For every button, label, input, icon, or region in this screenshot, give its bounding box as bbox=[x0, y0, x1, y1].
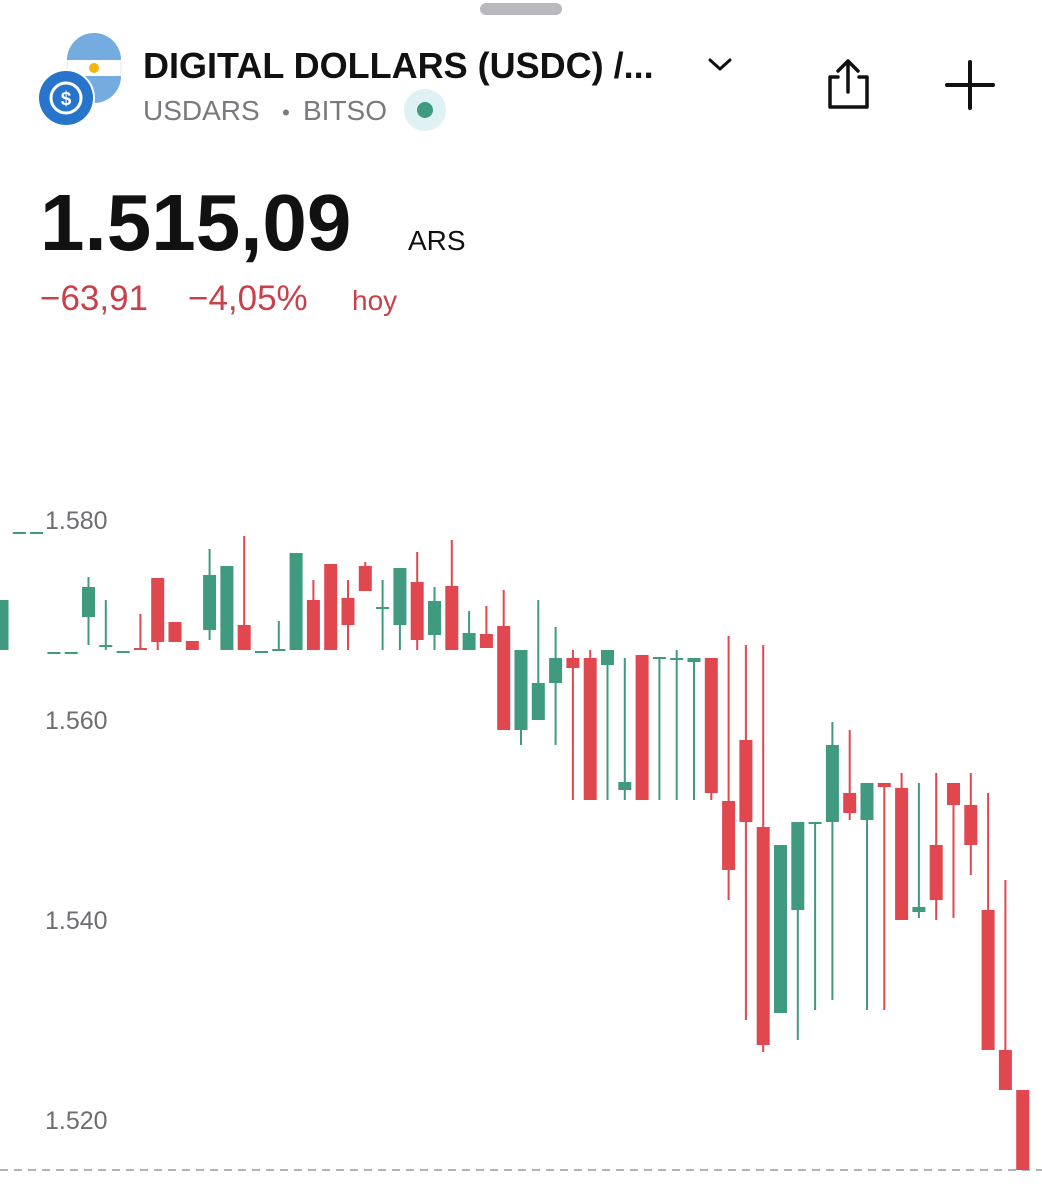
y-tick-label: 1.520 bbox=[45, 1107, 108, 1135]
candle-body bbox=[929, 845, 943, 900]
candle-body bbox=[479, 634, 493, 648]
drag-handle[interactable] bbox=[480, 3, 562, 15]
candle-body bbox=[981, 910, 995, 1050]
y-tick-label: 1.580 bbox=[45, 507, 108, 535]
candle-body bbox=[1016, 1090, 1030, 1170]
candle-body bbox=[756, 827, 770, 1045]
candle-body bbox=[652, 657, 666, 659]
candle-body bbox=[722, 801, 736, 870]
candle-body bbox=[255, 651, 268, 653]
candle-body bbox=[791, 822, 805, 910]
candle-body bbox=[151, 578, 165, 642]
asset-icon: $ bbox=[37, 33, 122, 127]
asset-title[interactable]: DIGITAL DOLLARS (USDC) /... bbox=[143, 45, 654, 86]
price: 1.515,09 bbox=[40, 178, 351, 267]
candle-body bbox=[704, 658, 718, 793]
candle-body bbox=[289, 553, 303, 650]
candle-body bbox=[635, 655, 649, 800]
candlestick-chart: 1.580 1.560 1.540 1.520 bbox=[0, 507, 1042, 1171]
candle-body bbox=[220, 566, 234, 650]
dropdown-chevron[interactable] bbox=[708, 58, 732, 71]
candle-body bbox=[99, 645, 113, 647]
candle-body bbox=[47, 652, 61, 654]
candle-body bbox=[82, 587, 95, 617]
candle-body bbox=[272, 649, 286, 651]
y-tick-label: 1.560 bbox=[45, 707, 108, 735]
candle-body bbox=[324, 564, 338, 650]
candle-body bbox=[843, 793, 857, 813]
candle-body bbox=[133, 648, 147, 650]
candle-body bbox=[601, 650, 614, 665]
candle-body bbox=[877, 783, 891, 787]
candle-body bbox=[306, 600, 320, 650]
change: −63,91 bbox=[40, 279, 148, 318]
candle-body bbox=[998, 1050, 1012, 1090]
share-button[interactable] bbox=[828, 59, 869, 109]
candle-body bbox=[687, 658, 701, 662]
candle-body bbox=[64, 652, 78, 654]
symbol: USDARS bbox=[143, 95, 260, 126]
candle-body bbox=[341, 598, 355, 625]
candle-body bbox=[566, 658, 580, 668]
y-tick-label: 1.540 bbox=[45, 907, 108, 935]
candle-body bbox=[860, 783, 874, 820]
candle-body bbox=[514, 650, 528, 730]
candle-body bbox=[670, 658, 684, 660]
candle-body bbox=[895, 788, 909, 920]
candle-body bbox=[497, 626, 511, 730]
candle-body bbox=[531, 683, 545, 720]
svg-text:$: $ bbox=[61, 89, 72, 110]
candle-body bbox=[428, 601, 441, 635]
candle-body bbox=[808, 822, 822, 824]
candle-body bbox=[0, 600, 9, 650]
candle-body bbox=[116, 651, 130, 653]
currency: ARS bbox=[408, 225, 466, 256]
candle-body bbox=[30, 532, 44, 534]
candle-body bbox=[825, 745, 839, 822]
status-dot bbox=[417, 102, 433, 118]
candle-body bbox=[410, 582, 424, 640]
separator: • bbox=[282, 100, 290, 125]
candle-body bbox=[462, 633, 476, 650]
change-percent: −4,05% bbox=[188, 279, 308, 318]
exchange: BITSO bbox=[303, 95, 387, 126]
candle-body bbox=[168, 622, 182, 642]
candle-body bbox=[185, 641, 199, 650]
candle-body bbox=[947, 783, 960, 805]
candle-body bbox=[376, 607, 390, 609]
candle-body bbox=[445, 586, 459, 650]
period: hoy bbox=[352, 285, 397, 316]
candle-body bbox=[203, 575, 217, 630]
candle-body bbox=[393, 568, 407, 625]
candle-body bbox=[237, 625, 251, 650]
candle-body bbox=[739, 740, 753, 822]
add-button[interactable] bbox=[945, 60, 995, 110]
candle-body bbox=[549, 658, 563, 683]
candle-body bbox=[12, 532, 26, 534]
candle-body bbox=[358, 566, 372, 591]
candle-body bbox=[774, 845, 787, 1013]
candle-body bbox=[964, 805, 978, 845]
candle-body bbox=[912, 907, 926, 912]
candle-body bbox=[583, 658, 597, 800]
candle-body bbox=[618, 782, 632, 790]
